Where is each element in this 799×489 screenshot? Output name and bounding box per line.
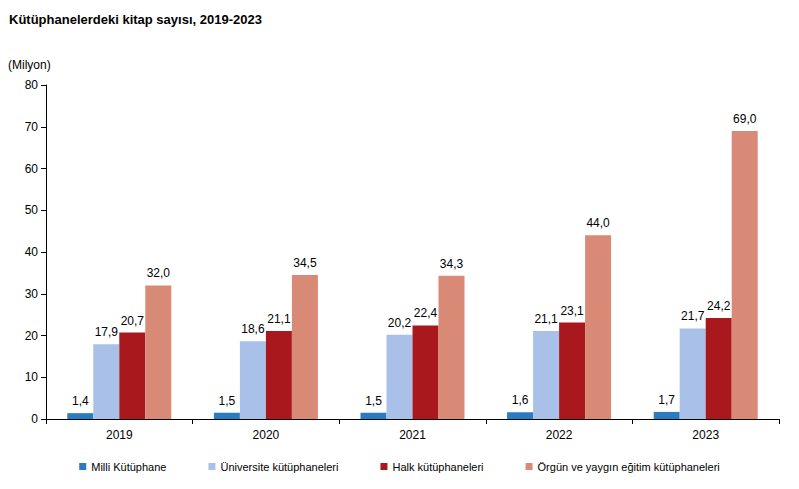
svg-text:22,4: 22,4	[414, 306, 438, 320]
svg-text:20,7: 20,7	[121, 314, 145, 328]
svg-text:1,5: 1,5	[365, 394, 382, 408]
svg-text:40: 40	[25, 245, 39, 259]
svg-text:Üniversite kütüphaneleri: Üniversite kütüphaneleri	[220, 461, 338, 473]
svg-text:Milli Kütüphane: Milli Kütüphane	[91, 461, 166, 473]
svg-text:24,2: 24,2	[707, 299, 731, 313]
svg-text:18,6: 18,6	[241, 322, 265, 336]
svg-text:69,0: 69,0	[733, 112, 757, 126]
svg-text:Örgün ve yaygın eğitim kütüpha: Örgün ve yaygın eğitim kütüphaneleri	[538, 461, 720, 473]
svg-text:2022: 2022	[546, 428, 573, 442]
svg-text:34,3: 34,3	[440, 257, 464, 271]
svg-text:21,7: 21,7	[681, 309, 705, 323]
svg-text:1,6: 1,6	[512, 393, 529, 407]
svg-text:2019: 2019	[106, 428, 133, 442]
svg-text:21,1: 21,1	[534, 312, 558, 326]
svg-text:50: 50	[25, 203, 39, 217]
svg-text:Kütüphanelerdeki kitap sayısı,: Kütüphanelerdeki kitap sayısı, 2019-2023	[9, 12, 262, 27]
svg-text:(Milyon): (Milyon)	[8, 58, 51, 72]
svg-text:44,0: 44,0	[586, 216, 610, 230]
svg-text:Halk kütüphaneleri: Halk kütüphaneleri	[392, 461, 483, 473]
svg-text:1,5: 1,5	[219, 394, 236, 408]
svg-text:17,9: 17,9	[95, 325, 119, 339]
svg-text:32,0: 32,0	[147, 266, 171, 280]
svg-text:20: 20	[25, 329, 39, 343]
svg-text:2023: 2023	[692, 428, 719, 442]
svg-text:1,7: 1,7	[658, 393, 675, 407]
svg-text:1,4: 1,4	[72, 394, 89, 408]
svg-text:10: 10	[25, 370, 39, 384]
svg-text:80: 80	[25, 78, 39, 92]
svg-text:30: 30	[25, 287, 39, 301]
svg-text:60: 60	[25, 162, 39, 176]
svg-text:2020: 2020	[253, 428, 280, 442]
svg-text:34,5: 34,5	[293, 256, 317, 270]
svg-text:21,1: 21,1	[267, 312, 291, 326]
svg-text:0: 0	[31, 412, 38, 426]
svg-text:2021: 2021	[399, 428, 426, 442]
svg-text:23,1: 23,1	[560, 304, 584, 318]
svg-text:70: 70	[25, 120, 39, 134]
svg-text:20,2: 20,2	[388, 316, 412, 330]
